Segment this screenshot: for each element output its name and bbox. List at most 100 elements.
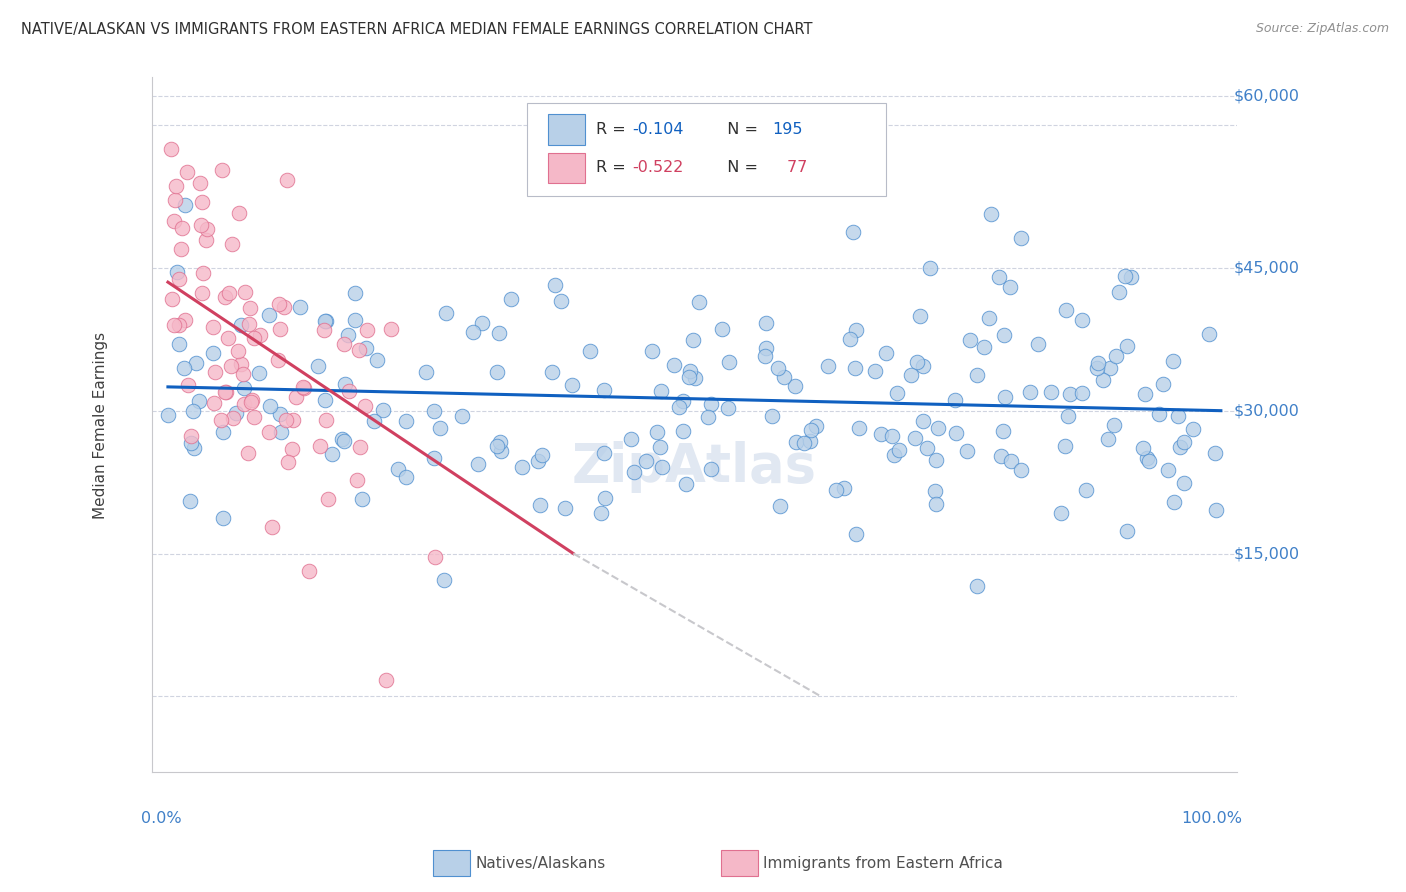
Point	[1092, 374, 1115, 388]
Point	[173, 312, 195, 326]
Point	[1097, 432, 1119, 446]
Point	[845, 527, 868, 541]
Point	[173, 360, 195, 375]
Point	[1040, 384, 1063, 399]
Point	[675, 476, 697, 491]
Point	[269, 322, 291, 336]
Point	[176, 165, 198, 179]
Point	[651, 460, 673, 475]
Point	[195, 233, 218, 247]
Point	[211, 162, 233, 177]
Point	[589, 506, 612, 520]
Point	[375, 673, 398, 687]
Point	[434, 305, 457, 319]
Point	[1114, 268, 1136, 283]
Point	[886, 386, 908, 401]
Point	[354, 400, 377, 414]
Text: N =: N =	[717, 161, 763, 175]
Point	[998, 280, 1021, 294]
Text: $45,000: $45,000	[1233, 260, 1299, 276]
Text: N =: N =	[717, 122, 763, 136]
Point	[232, 381, 254, 395]
Point	[170, 242, 193, 256]
Point	[337, 384, 360, 398]
Point	[292, 381, 315, 395]
Point	[330, 432, 353, 446]
Point	[1076, 483, 1098, 497]
Point	[1105, 349, 1128, 363]
Text: ZipAtlas: ZipAtlas	[572, 441, 817, 492]
Point	[215, 385, 238, 400]
Point	[754, 349, 776, 363]
Point	[865, 364, 887, 378]
Point	[1108, 285, 1130, 299]
Point	[785, 435, 807, 450]
Point	[1161, 353, 1184, 368]
Point	[394, 414, 416, 428]
Point	[973, 341, 995, 355]
Point	[259, 399, 281, 413]
Point	[228, 206, 250, 220]
Point	[1198, 327, 1220, 342]
Point	[191, 285, 214, 300]
Point	[634, 454, 657, 468]
Point	[959, 333, 981, 347]
Point	[333, 434, 356, 448]
Point	[980, 207, 1002, 221]
Point	[883, 448, 905, 462]
Point	[880, 429, 903, 443]
Point	[467, 457, 489, 471]
Point	[990, 449, 1012, 463]
Point	[1168, 440, 1191, 454]
Point	[179, 494, 201, 508]
Text: Source: ZipAtlas.com: Source: ZipAtlas.com	[1256, 22, 1389, 36]
Point	[966, 579, 988, 593]
Point	[529, 498, 551, 512]
Point	[163, 318, 186, 333]
Point	[318, 492, 340, 507]
Point	[166, 265, 188, 279]
Point	[190, 218, 212, 232]
Point	[274, 413, 297, 427]
Point	[544, 278, 567, 293]
Point	[761, 409, 783, 423]
Point	[346, 473, 368, 487]
Text: Median Female Earnings: Median Female Earnings	[93, 332, 108, 518]
Point	[918, 260, 941, 275]
Point	[1054, 302, 1077, 317]
Point	[662, 358, 685, 372]
Point	[387, 462, 409, 476]
Point	[700, 462, 723, 476]
Point	[281, 413, 304, 427]
Point	[718, 355, 741, 369]
Point	[343, 286, 366, 301]
Point	[1059, 386, 1081, 401]
Text: 100.0%: 100.0%	[1181, 811, 1241, 826]
Text: Immigrants from Eastern Africa: Immigrants from Eastern Africa	[763, 856, 1004, 871]
Point	[159, 142, 181, 156]
Point	[550, 294, 572, 309]
Point	[688, 294, 710, 309]
Point	[943, 393, 966, 408]
Point	[697, 410, 720, 425]
Point	[191, 266, 214, 280]
Point	[1173, 475, 1195, 490]
Point	[1135, 386, 1157, 401]
Point	[243, 331, 266, 345]
Point	[297, 564, 319, 578]
Point	[183, 441, 205, 455]
Point	[531, 448, 554, 462]
Point	[678, 364, 700, 378]
Point	[650, 440, 672, 454]
Point	[783, 379, 806, 393]
Point	[956, 444, 979, 458]
Point	[202, 396, 225, 410]
Point	[157, 408, 180, 422]
Point	[672, 425, 695, 439]
Point	[291, 379, 314, 393]
Point	[225, 406, 247, 420]
Point	[988, 269, 1011, 284]
Point	[321, 447, 343, 461]
Point	[554, 501, 576, 516]
Text: -0.104: -0.104	[633, 122, 685, 136]
